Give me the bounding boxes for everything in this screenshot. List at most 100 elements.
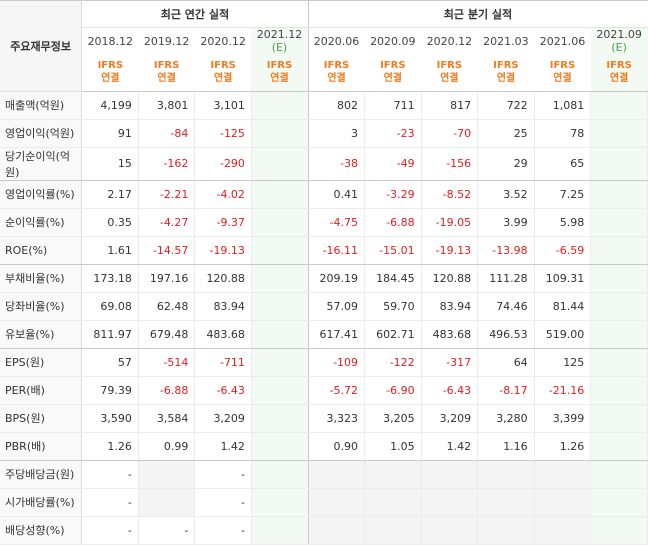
value-cell: 0.35 [81,208,139,237]
ifrs-badge: IFRS 연결 [421,54,478,92]
value-cell: -156 [421,147,479,181]
value-cell: 519.00 [534,320,592,349]
ifrs-label: IFRS [380,60,406,71]
estimate-marker: (E) [271,41,288,54]
value-cell: 78 [534,119,592,148]
value-cell: 3,584 [138,404,196,433]
table-row: 부채비율(%) 173.18 197.16 120.88 209.19 184.45 120… [0,264,648,293]
table-row: 당기순이익(억원) 15 -162 -290 -38 -49 -156 29 65 [0,147,648,181]
period-header: 2020.12 [200,34,246,48]
period-header: 2018.12 [87,34,134,48]
value-cell: -6.88 [364,208,422,237]
value-cell: 1.42 [194,432,252,461]
row-label: ROE(%) [0,236,83,265]
value-cell: 711 [364,91,422,120]
value-cell: -290 [194,147,252,181]
value-cell [251,432,309,461]
value-cell: -162 [138,147,196,181]
ifrs-badge: IFRS 연결 [308,54,365,92]
value-cell: 3 [308,119,366,148]
value-cell: 59.70 [364,292,422,321]
value-cell [251,292,309,321]
ifrs-badge: IFRS 연결 [590,54,648,92]
value-cell [251,119,309,148]
period-header: 2019.12 [143,34,190,48]
value-cell [477,488,535,517]
value-cell: 602.71 [364,320,422,349]
ifrs-badge: IFRS 연결 [364,54,422,92]
value-cell [590,236,648,265]
value-cell: 83.94 [421,292,479,321]
row-label: 순이익률(%) [0,208,83,237]
value-cell: - [194,488,252,517]
value-cell [138,488,196,517]
value-cell: 3,209 [194,404,252,433]
value-cell [364,516,422,545]
period-header: 2021.03 [483,34,529,48]
period-header: 2021.12 (E) [251,27,309,54]
ifrs-badge: IFRS 연결 [477,54,535,92]
value-cell [251,516,309,545]
table-row: 배당성향(%) - - - [0,516,648,545]
value-cell: 111.28 [477,264,535,293]
consolidated-label: 연결 [496,73,516,84]
value-cell: 0.90 [308,432,366,461]
value-cell: -6.43 [421,376,479,405]
period-header: 2020.06 [313,34,360,48]
ifrs-label: IFRS [210,60,236,71]
row-label: 유보율(%) [0,320,83,349]
value-cell [534,516,592,545]
value-cell: 1,081 [534,91,592,120]
value-cell [308,488,366,517]
value-cell: 173.18 [81,264,139,293]
value-cell: -6.90 [364,376,422,405]
value-cell [364,460,422,489]
value-cell: - [81,460,139,489]
value-cell: -23 [364,119,422,148]
period-header: 2021.09 (E) [590,27,648,54]
value-cell: 125 [534,348,592,377]
value-cell [251,236,309,265]
value-cell: -109 [308,348,366,377]
value-cell: 483.68 [194,320,252,349]
value-cell: - [81,516,139,545]
consolidated-label: 연결 [327,73,346,84]
consolidated-label: 연결 [383,73,403,84]
value-cell: 617.41 [308,320,366,349]
value-cell: 483.68 [421,320,479,349]
value-cell [590,119,648,148]
consolidated-label: 연결 [609,73,629,84]
value-cell: -6.43 [194,376,252,405]
value-cell: -4.75 [308,208,366,237]
value-cell: 3.52 [477,180,535,209]
value-cell: 1.26 [81,432,139,461]
period-header-row: 2018.12 2019.12 2020.12 2021.12 (E) 2020.06 2… [0,27,648,54]
value-cell: -13.98 [477,236,535,265]
value-cell: 496.53 [477,320,535,349]
value-cell: 29 [477,147,535,181]
consolidated-label: 연결 [440,73,459,84]
group-header-row: 주요재무정보 최근 연간 실적 최근 분기 실적 [0,0,648,92]
row-label: BPS(원) [0,404,83,433]
value-cell [590,264,648,293]
value-cell: 679.48 [138,320,196,349]
value-cell: 5.98 [534,208,592,237]
value-cell: 81.44 [534,292,592,321]
value-cell [251,264,309,293]
value-cell: - [81,488,139,517]
value-cell: 3,801 [138,91,196,120]
value-cell [421,460,479,489]
table-row: 유보율(%) 811.97 679.48 483.68 617.41 602.71 483.… [0,320,648,349]
value-cell [590,404,648,433]
value-cell: 79.39 [81,376,139,405]
ifrs-label: IFRS [493,60,519,71]
row-label: 매출액(억원) [0,91,83,120]
value-cell: 1.26 [534,432,592,461]
ifrs-label: IFRS [153,60,180,71]
table-row: PBR(배) 1.26 0.99 1.42 0.90 1.05 1.42 1.16 1.26 [0,432,648,461]
table-row: EPS(원) 57 -514 -711 -109 -122 -317 64 125 [0,348,648,377]
value-cell: 3,205 [364,404,422,433]
table-row: BPS(원) 3,590 3,584 3,209 3,323 3,205 3,209 3,28… [0,404,648,433]
ifrs-label: IFRS [606,60,632,71]
